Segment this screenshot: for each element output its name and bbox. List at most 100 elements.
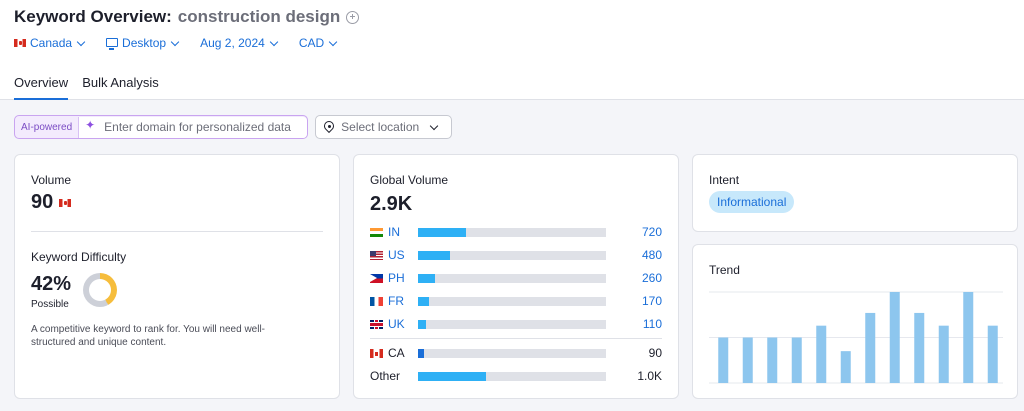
ai-domain-box: AI-powered Enter domain for personalized… xyxy=(14,115,309,139)
volume-share-bar xyxy=(418,297,606,306)
country-row-in[interactable]: IN 720 xyxy=(370,225,662,239)
trend-bar[interactable] xyxy=(742,337,753,384)
intent-badge[interactable]: Informational xyxy=(709,191,795,213)
kd-description-line2: structured and unique content. xyxy=(31,337,167,348)
country-volume: 720 xyxy=(641,225,662,239)
trend-bar[interactable] xyxy=(816,325,827,383)
trend-bar[interactable] xyxy=(865,312,876,383)
country-volume: 480 xyxy=(641,248,662,262)
chevron-down-icon xyxy=(429,121,439,130)
filters-bar: Canada Desktop Aug 2, 2024 CAD xyxy=(14,36,358,50)
kd-level: Possible xyxy=(31,299,69,310)
volume-share-bar xyxy=(418,228,606,237)
trend-chart xyxy=(709,291,1003,384)
country-divider xyxy=(370,338,662,339)
trend-bar[interactable] xyxy=(791,337,802,384)
country-code: CA xyxy=(388,346,405,360)
volume-share-fill xyxy=(418,228,466,237)
country-volume: 170 xyxy=(641,294,662,308)
tab-overview[interactable]: Overview xyxy=(14,75,69,100)
device-label: Desktop xyxy=(122,36,167,50)
trend-bar[interactable] xyxy=(718,337,729,384)
volume-share-fill xyxy=(418,297,430,306)
keyword-text: construction design xyxy=(177,7,341,26)
global-volume-value: 2.9K xyxy=(370,193,413,215)
ph-flag-icon xyxy=(370,274,383,283)
sparkle-icon xyxy=(85,118,95,132)
country-row-ph[interactable]: PH 260 xyxy=(370,271,662,285)
kd-label: Keyword Difficulty xyxy=(31,250,127,264)
chevron-down-icon xyxy=(170,37,180,46)
trend-bar[interactable] xyxy=(987,325,998,383)
kd-description-line1: A competitive keyword to rank for. You w… xyxy=(31,324,266,335)
title-row: Keyword Overview: construction design xyxy=(14,7,360,27)
trend-bar[interactable] xyxy=(963,292,974,383)
device-dropdown[interactable]: Desktop xyxy=(106,36,180,50)
volume-value-row: 90 xyxy=(31,191,72,214)
tab-bulk-analysis[interactable]: Bulk Analysis xyxy=(82,75,159,90)
country-row-us[interactable]: US 480 xyxy=(370,248,662,262)
chevron-down-icon xyxy=(76,37,86,46)
location-placeholder: Select location xyxy=(341,120,420,134)
volume-share-fill xyxy=(418,320,426,329)
kd-donut-chart xyxy=(83,273,117,307)
volume-share-fill xyxy=(418,372,486,381)
divider xyxy=(31,231,323,232)
trend-bar[interactable] xyxy=(938,325,949,383)
ca-flag-icon xyxy=(370,349,383,358)
trend-bar[interactable] xyxy=(840,351,851,383)
page-title: Keyword Overview: xyxy=(14,7,172,26)
country-row-uk[interactable]: UK 110 xyxy=(370,317,662,331)
volume-share-fill xyxy=(418,274,435,283)
uk-flag-icon xyxy=(370,320,383,329)
domain-input[interactable]: Enter domain for personalized data xyxy=(78,116,308,138)
fr-flag-icon xyxy=(370,297,383,306)
global-volume-label: Global Volume xyxy=(370,173,449,187)
country-volume: 260 xyxy=(641,271,662,285)
kd-description: A competitive keyword to rank for. You w… xyxy=(31,323,265,349)
country-code: PH xyxy=(388,271,405,285)
tabs: Overview Bulk Analysis xyxy=(14,75,173,100)
country-volume: 1.0K xyxy=(637,369,662,383)
trend-bar[interactable] xyxy=(767,337,778,384)
volume-share-fill xyxy=(418,349,425,358)
trend-bar[interactable] xyxy=(889,292,900,383)
location-select[interactable]: Select location xyxy=(315,115,453,139)
currency-dropdown[interactable]: CAD xyxy=(299,36,338,50)
global-volume-card: Global Volume 2.9K IN 720 US 480 PH 260 FR 170 U… xyxy=(353,154,679,399)
volume-card: Volume 90 Keyword Difficulty 42% Possibl… xyxy=(14,154,340,399)
location-pin-icon xyxy=(324,121,334,133)
country-row-other: Other 1.0K xyxy=(370,369,662,383)
country-code: US xyxy=(388,248,405,262)
country-label: Canada xyxy=(30,36,73,50)
country-row-ca[interactable]: CA 90 xyxy=(370,346,662,360)
trend-label: Trend xyxy=(709,263,740,277)
add-circle-icon[interactable] xyxy=(346,10,360,24)
kd-value: 42% xyxy=(31,273,72,295)
country-row-fr[interactable]: FR 170 xyxy=(370,294,662,308)
country-code: IN xyxy=(388,225,400,239)
date-label: Aug 2, 2024 xyxy=(200,36,265,50)
country-code: FR xyxy=(388,294,404,308)
country-volume: 110 xyxy=(642,317,662,331)
us-flag-icon xyxy=(370,251,383,260)
desktop-icon xyxy=(106,37,119,50)
country-dropdown[interactable]: Canada xyxy=(14,36,86,50)
date-dropdown[interactable]: Aug 2, 2024 xyxy=(200,36,279,50)
chevron-down-icon xyxy=(269,37,279,46)
top-header: Keyword Overview: construction design Ca… xyxy=(0,0,1024,100)
in-flag-icon xyxy=(370,228,383,237)
chevron-down-icon xyxy=(328,37,338,46)
intent-label: Intent xyxy=(709,173,740,187)
personalization-row: AI-powered Enter domain for personalized… xyxy=(14,115,453,139)
domain-placeholder: Enter domain for personalized data xyxy=(104,120,291,134)
canada-flag-icon xyxy=(59,198,72,207)
volume-value: 90 xyxy=(31,191,54,213)
volume-label: Volume xyxy=(31,173,72,187)
country-code: UK xyxy=(388,317,405,331)
volume-share-bar xyxy=(418,320,606,329)
trend-bar[interactable] xyxy=(914,312,925,383)
intent-card: Intent Informational xyxy=(692,154,1018,232)
country-volume: 90 xyxy=(648,346,662,360)
volume-share-bar xyxy=(418,372,606,381)
